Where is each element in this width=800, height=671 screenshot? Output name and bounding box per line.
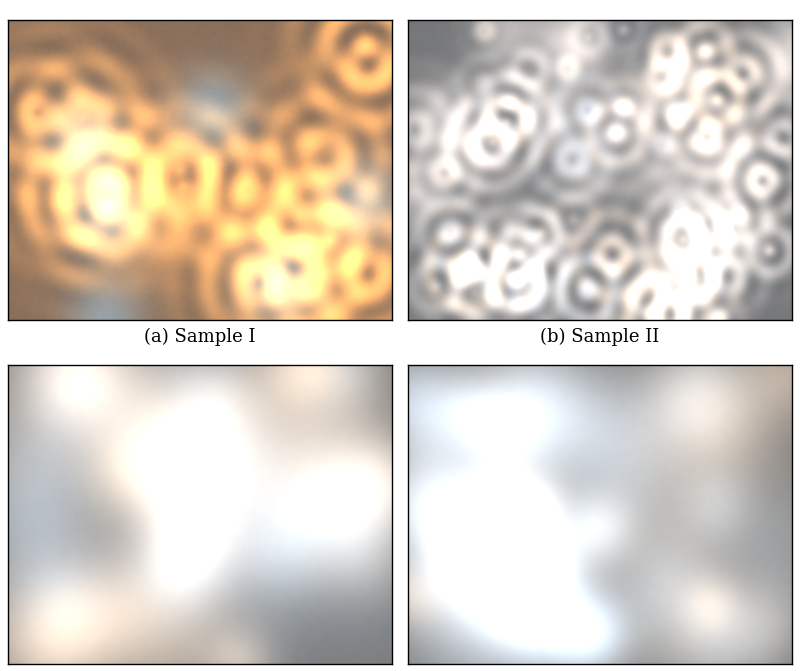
X-axis label: (b) Sample II: (b) Sample II [540, 328, 659, 346]
X-axis label: (a) Sample I: (a) Sample I [145, 328, 256, 346]
